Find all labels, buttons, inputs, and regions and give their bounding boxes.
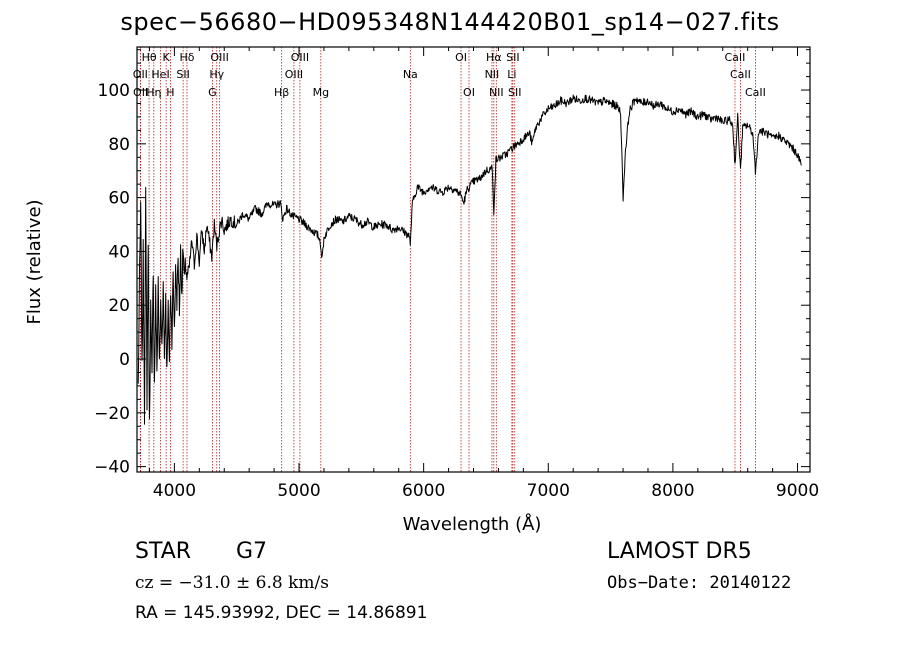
- y-tick-label: 0: [119, 350, 130, 370]
- spectral-line-label: Mg: [313, 86, 329, 99]
- spectral-line-label: Hβ: [274, 86, 289, 99]
- spectral-line-label: NII: [489, 86, 504, 99]
- spectral-line-label: Hδ: [179, 51, 194, 64]
- spectral-line-label: SII: [176, 68, 189, 81]
- survey-name: LAMOST DR5: [607, 539, 752, 564]
- y-tick-label: −20: [94, 404, 130, 424]
- y-axis-label: Flux (relative): [24, 199, 45, 324]
- tick-labels: 4000 5000 6000 7000 8000 9000 −40 −20 0 20 40 60 80 1…: [94, 81, 819, 501]
- x-tick-label: 6000: [402, 481, 445, 501]
- y-tick-label: 60: [108, 189, 130, 209]
- spectral-line-label: OII: [133, 86, 148, 99]
- x-tick-label: 8000: [651, 481, 694, 501]
- x-tick-label: 4000: [153, 481, 196, 501]
- y-tick-label: 80: [108, 135, 130, 155]
- spectral-line-label: Hη: [146, 86, 161, 99]
- spectral-line-label: NII: [485, 68, 500, 81]
- spectral-line-label: SII: [508, 86, 521, 99]
- spectral-line-markers: [139, 47, 756, 472]
- spectral-line-label: Hθ: [142, 51, 157, 64]
- x-tick-label: 5000: [277, 481, 320, 501]
- spectral-line-label: OI: [455, 51, 467, 64]
- spectral-line-label: H: [166, 86, 174, 99]
- spectral-line-label: SII: [506, 51, 519, 64]
- object-subclass: G7: [236, 539, 268, 564]
- spectrum-series: [137, 94, 802, 425]
- x-tick-label: 9000: [776, 481, 819, 501]
- spectral-line-label: OIII: [291, 51, 309, 64]
- plot-axes: [136, 46, 811, 473]
- y-tick-label: 40: [108, 242, 130, 262]
- spectral-line-label: Hα: [486, 51, 502, 64]
- spectrum-line: [137, 94, 802, 425]
- spectral-line-label: OI: [463, 86, 475, 99]
- spectral-line-label: OII: [133, 68, 148, 81]
- spectral-line-label: Na: [403, 68, 418, 81]
- y-tick-label: −40: [94, 458, 130, 478]
- redshift-readout: cz = −31.0 ± 6.8 km/s: [135, 573, 329, 593]
- coordinates-readout: RA = 145.93992, DEC = 14.86891: [135, 603, 428, 623]
- spectral-line-label: OIII: [210, 51, 228, 64]
- object-class: STAR: [135, 539, 192, 564]
- spectral-line-label: CaII: [745, 86, 766, 99]
- spectral-line-label: OIII: [285, 68, 303, 81]
- x-axis-label: Wavelength (Å): [403, 513, 542, 535]
- chart-title: spec−56680−HD095348N144420B01_sp14−027.f…: [120, 8, 780, 36]
- plot-frame: [136, 46, 811, 473]
- spectral-line-label: G: [208, 86, 217, 99]
- spectral-line-label: Li: [507, 68, 516, 81]
- y-tick-label: 100: [98, 81, 130, 101]
- spectral-line-label: HeI: [151, 68, 169, 81]
- spectral-line-label: CaII: [730, 68, 751, 81]
- spectral-line-label: Hγ: [209, 68, 224, 81]
- y-tick-label: 20: [108, 296, 130, 316]
- x-tick-label: 7000: [527, 481, 570, 501]
- observation-date: Obs−Date: 20140122: [607, 573, 792, 593]
- spectral-line-label: K: [163, 51, 171, 64]
- spectral-line-label: CaII: [725, 51, 746, 64]
